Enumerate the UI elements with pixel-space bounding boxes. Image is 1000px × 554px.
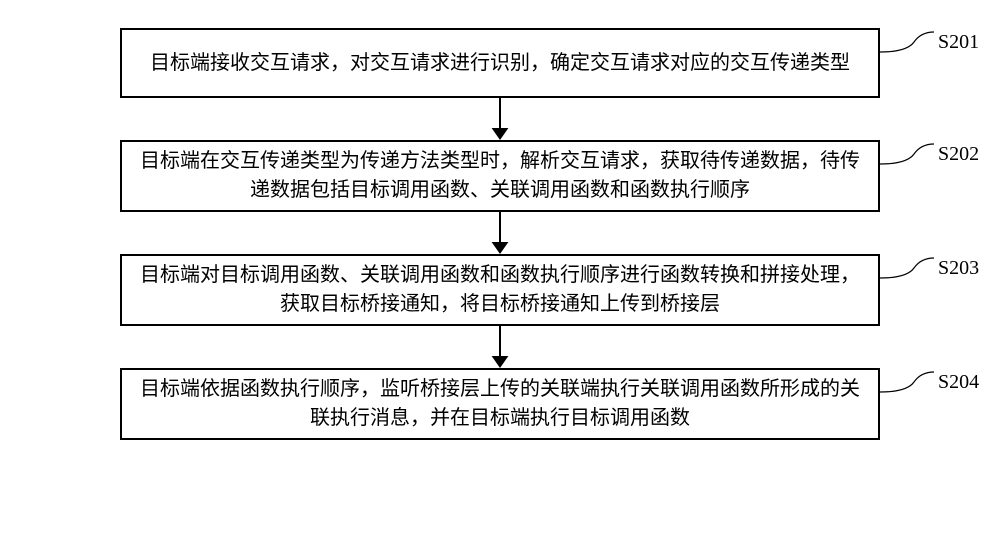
arrow-icon <box>488 212 512 254</box>
flow-step-box: 目标端依据函数执行顺序，监听桥接层上传的关联端执行关联调用函数所形成的关联执行消… <box>120 368 880 440</box>
flow-row: 目标端在交互传递类型为传递方法类型时，解析交互请求，获取待传递数据，待传递数据包… <box>0 140 1000 212</box>
flow-step-box: 目标端在交互传递类型为传递方法类型时，解析交互请求，获取待传递数据，待传递数据包… <box>120 140 880 212</box>
label-connector-curve <box>880 254 934 282</box>
flow-arrow <box>488 98 512 140</box>
arrow-icon <box>488 326 512 368</box>
step-label-wrap: S201 <box>880 28 979 56</box>
flow-step-box: 目标端对目标调用函数、关联调用函数和函数执行顺序进行函数转换和拼接处理，获取目标… <box>120 254 880 326</box>
flowchart-container: 目标端接收交互请求，对交互请求进行识别，确定交互请求对应的交互传递类型 S201… <box>0 20 1000 534</box>
flow-row: 目标端接收交互请求，对交互请求进行识别，确定交互请求对应的交互传递类型 S201 <box>0 28 1000 98</box>
label-connector-curve <box>880 28 934 56</box>
step-label-wrap: S204 <box>880 368 979 396</box>
flow-step-box: 目标端接收交互请求，对交互请求进行识别，确定交互请求对应的交互传递类型 <box>120 28 880 98</box>
flow-row: 目标端依据函数执行顺序，监听桥接层上传的关联端执行关联调用函数所形成的关联执行消… <box>0 368 1000 440</box>
label-connector-curve <box>880 140 934 168</box>
step-label-wrap: S202 <box>880 140 979 168</box>
flow-arrow <box>488 326 512 368</box>
label-connector-curve <box>880 368 934 396</box>
step-label: S204 <box>938 371 979 394</box>
step-label: S203 <box>938 257 979 280</box>
flow-arrow <box>488 212 512 254</box>
step-label-wrap: S203 <box>880 254 979 282</box>
flow-row: 目标端对目标调用函数、关联调用函数和函数执行顺序进行函数转换和拼接处理，获取目标… <box>0 254 1000 326</box>
step-label: S202 <box>938 143 979 166</box>
arrow-icon <box>488 98 512 140</box>
step-label: S201 <box>938 31 979 54</box>
